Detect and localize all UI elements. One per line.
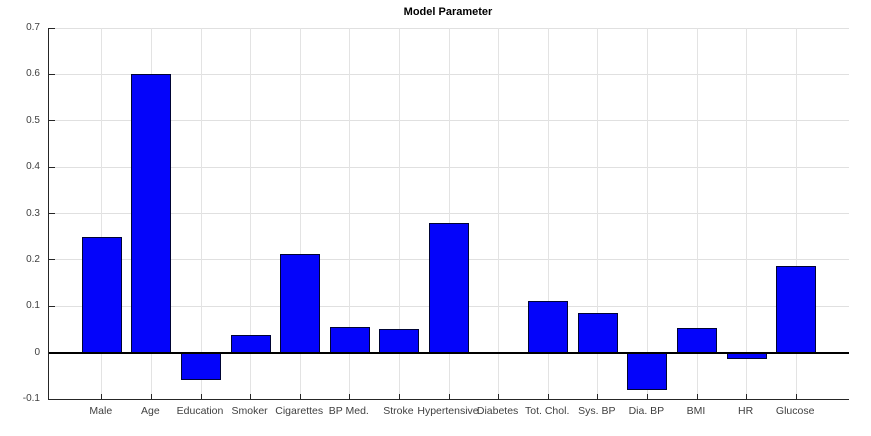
gridline-v (349, 28, 351, 399)
x-tick-label: Age (141, 405, 160, 417)
gridline-v (597, 28, 599, 399)
y-tick-label: 0.1 (26, 300, 40, 312)
y-tick-mark (49, 305, 55, 307)
gridline-v (547, 28, 549, 399)
gridline-v (646, 28, 648, 399)
y-tick-label: 0.3 (26, 207, 40, 219)
y-tick-mark (49, 259, 55, 261)
x-tick-mark (448, 394, 450, 399)
bar-cigarettes (280, 254, 321, 353)
gridline-v (795, 28, 797, 399)
gridline-v (696, 28, 698, 399)
gridline-v (498, 28, 500, 399)
y-tick-mark (49, 398, 55, 400)
bar-sys-bp (577, 313, 618, 353)
x-tick-mark (696, 394, 698, 399)
gridline-v (250, 28, 252, 399)
y-tick-label: 0.4 (26, 161, 40, 173)
x-tick-mark (349, 394, 351, 399)
gridline-v (398, 28, 400, 399)
x-tick-mark (547, 394, 549, 399)
gridline-v (746, 28, 748, 399)
bar-bmi (677, 327, 717, 353)
y-tick-label: 0.7 (26, 22, 40, 33)
x-tick-label: Cigarettes (275, 405, 324, 417)
y-tick-mark (49, 120, 55, 122)
x-tick-label: Tot. Chol. (525, 405, 570, 417)
bar-bp-med (329, 327, 370, 353)
x-tick-label: BMI (686, 405, 706, 417)
gridline-v (200, 28, 202, 399)
y-tick-mark (49, 213, 55, 214)
x-tick-label: BP Med. (328, 405, 369, 417)
x-tick-mark (299, 394, 301, 399)
x-tick-label: Stroke (383, 405, 414, 417)
bar-education (181, 352, 221, 381)
y-tick-label: 0.5 (26, 114, 40, 126)
y-tick-label: 0 (34, 346, 40, 358)
x-tick-label: Smoker (231, 405, 268, 417)
x-tick-label: Sys. BP (578, 405, 616, 417)
y-tick-label: 0.6 (26, 68, 40, 80)
x-tick-mark (498, 394, 500, 399)
x-tick-label: Diabetes (476, 405, 519, 417)
x-tick-mark (646, 394, 648, 399)
bar-tot-chol (528, 301, 569, 353)
x-tick-mark (597, 394, 599, 399)
x-tick-label: Glucose (775, 405, 815, 417)
x-tick-mark (250, 394, 252, 399)
bar-hypertensive (429, 222, 469, 353)
y-tick-label: 0.2 (26, 253, 40, 265)
bar-male (81, 236, 122, 353)
plot-area (48, 27, 849, 400)
x-tick-mark (795, 394, 797, 399)
bar-age (131, 74, 172, 353)
zero-baseline (49, 351, 849, 355)
x-tick-label: HR (738, 405, 754, 417)
x-tick-mark (746, 394, 748, 399)
y-tick-mark (49, 27, 55, 29)
y-tick-mark (49, 73, 55, 75)
gridline-v (448, 28, 450, 399)
x-tick-label: Hypertensive (417, 405, 479, 417)
gridline-v (101, 28, 103, 399)
y-tick-label: -0.1 (22, 393, 40, 404)
x-tick-label: Dia. BP (628, 405, 665, 417)
bar-smoker (230, 335, 271, 353)
gridline-v (299, 28, 301, 399)
x-tick-mark (101, 394, 103, 399)
bar-dia-bp (627, 352, 668, 390)
x-tick-mark (398, 394, 400, 399)
bar-glucose (776, 265, 817, 353)
bar-stroke (379, 328, 420, 353)
x-tick-mark (150, 394, 152, 399)
y-tick-mark (49, 166, 55, 168)
x-tick-label: Education (176, 405, 224, 417)
chart-title: Model Parameter (403, 6, 493, 18)
x-tick-mark (200, 394, 202, 399)
x-tick-label: Male (89, 405, 113, 417)
